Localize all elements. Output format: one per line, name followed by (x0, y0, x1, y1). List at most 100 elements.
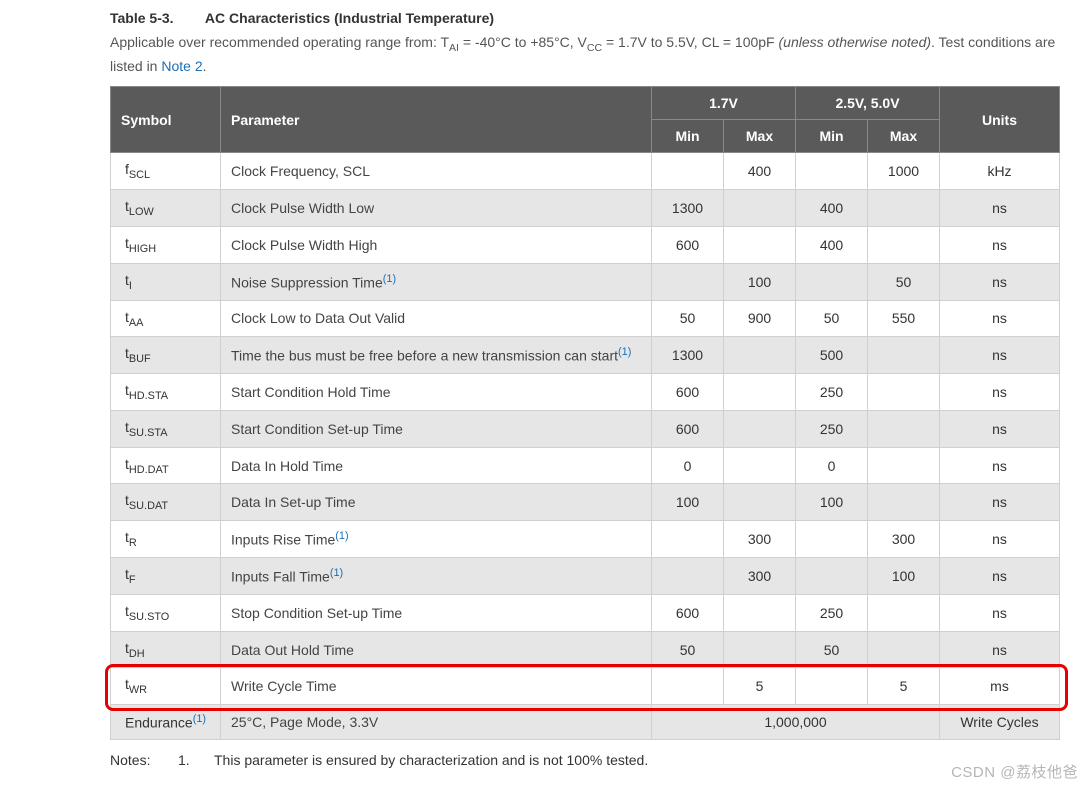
unit-cell: ns (940, 263, 1060, 300)
value-cell (724, 337, 796, 374)
value-cell: 1,000,000 (652, 705, 940, 740)
table-row: tDHData Out Hold Time5050ns (111, 631, 1060, 668)
value-cell: 1000 (868, 153, 940, 190)
table-row: tAAClock Low to Data Out Valid5090050550… (111, 300, 1060, 337)
value-cell: 600 (652, 226, 724, 263)
parameter-cell: Data In Set-up Time (221, 484, 652, 521)
table-title: Table 5-3. AC Characteristics (Industria… (110, 10, 1060, 26)
footnote-ref[interactable]: (1) (618, 346, 631, 358)
footnote-ref[interactable]: (1) (193, 713, 206, 725)
table-number: Table 5-3. (110, 10, 174, 26)
value-cell: 500 (796, 337, 868, 374)
table-row: tSU.STOStop Condition Set-up Time600250n… (111, 594, 1060, 631)
parameter-cell: Inputs Fall Time(1) (221, 558, 652, 595)
col-max1: Max (724, 120, 796, 153)
col-symbol: Symbol (111, 87, 221, 153)
value-cell: 100 (652, 484, 724, 521)
parameter-cell: Data Out Hold Time (221, 631, 652, 668)
table-row: tRInputs Rise Time(1)300300ns (111, 521, 1060, 558)
col-group-2v5-5v0: 2.5V, 5.0V (796, 87, 940, 120)
footnote-ref[interactable]: (1) (383, 273, 396, 285)
table-row: tSU.DATData In Set-up Time100100ns (111, 484, 1060, 521)
value-cell: 550 (868, 300, 940, 337)
value-cell (652, 558, 724, 595)
value-cell: 1300 (652, 190, 724, 227)
value-cell (868, 190, 940, 227)
value-cell: 100 (796, 484, 868, 521)
symbol-cell: tHD.DAT (111, 447, 221, 484)
value-cell (724, 631, 796, 668)
parameter-cell: Inputs Rise Time(1) (221, 521, 652, 558)
notes-text: This parameter is ensured by characteriz… (214, 752, 648, 768)
parameter-cell: Stop Condition Set-up Time (221, 594, 652, 631)
footnote-ref[interactable]: (1) (330, 567, 343, 579)
symbol-cell: tSU.DAT (111, 484, 221, 521)
footnote-ref[interactable]: (1) (335, 530, 348, 542)
value-cell (796, 521, 868, 558)
table-row: tSU.STAStart Condition Set-up Time600250… (111, 410, 1060, 447)
symbol-cell: tDH (111, 631, 221, 668)
parameter-cell: Write Cycle Time (221, 668, 652, 705)
value-cell (868, 447, 940, 484)
col-min1: Min (652, 120, 724, 153)
symbol-cell: tR (111, 521, 221, 558)
value-cell: 50 (652, 631, 724, 668)
symbol-cell: tWR (111, 668, 221, 705)
value-cell (796, 263, 868, 300)
col-group-1v7: 1.7V (652, 87, 796, 120)
value-cell (868, 484, 940, 521)
value-cell: 400 (796, 190, 868, 227)
parameter-cell: Start Condition Hold Time (221, 374, 652, 411)
value-cell: 400 (796, 226, 868, 263)
unit-cell: ns (940, 410, 1060, 447)
value-cell (724, 410, 796, 447)
value-cell (724, 484, 796, 521)
symbol-cell: tHIGH (111, 226, 221, 263)
table-row: tHD.STAStart Condition Hold Time600250ns (111, 374, 1060, 411)
parameter-cell: Data In Hold Time (221, 447, 652, 484)
value-cell (652, 263, 724, 300)
symbol-cell: tF (111, 558, 221, 595)
symbol-cell: tSU.STA (111, 410, 221, 447)
symbol-cell: fSCL (111, 153, 221, 190)
unit-cell: ns (940, 190, 1060, 227)
value-cell (652, 153, 724, 190)
parameter-cell: Noise Suppression Time(1) (221, 263, 652, 300)
value-cell (868, 594, 940, 631)
notes-section: Notes: 1. This parameter is ensured by c… (110, 752, 1060, 768)
value-cell: 50 (868, 263, 940, 300)
value-cell (796, 668, 868, 705)
table-row: fSCLClock Frequency, SCL4001000kHz (111, 153, 1060, 190)
value-cell: 300 (868, 521, 940, 558)
value-cell: 50 (652, 300, 724, 337)
unit-cell: ms (940, 668, 1060, 705)
value-cell: 300 (724, 521, 796, 558)
value-cell (868, 226, 940, 263)
value-cell: 1300 (652, 337, 724, 374)
symbol-cell: tAA (111, 300, 221, 337)
value-cell: 600 (652, 374, 724, 411)
parameter-cell: Time the bus must be free before a new t… (221, 337, 652, 374)
table-row: tWRWrite Cycle Time55ms (111, 668, 1060, 705)
unit-cell: ns (940, 374, 1060, 411)
unit-cell: ns (940, 226, 1060, 263)
unit-cell: ns (940, 594, 1060, 631)
unit-cell: Write Cycles (940, 705, 1060, 740)
value-cell (868, 337, 940, 374)
ac-characteristics-table: Symbol Parameter 1.7V 2.5V, 5.0V Units M… (110, 86, 1060, 740)
value-cell (652, 521, 724, 558)
col-units: Units (940, 87, 1060, 153)
value-cell (724, 594, 796, 631)
symbol-cell: tI (111, 263, 221, 300)
note-link[interactable]: Note 2 (161, 58, 202, 74)
table-row: tFInputs Fall Time(1)300100ns (111, 558, 1060, 595)
symbol-cell: tSU.STO (111, 594, 221, 631)
table-row: tBUFTime the bus must be free before a n… (111, 337, 1060, 374)
table-caption: Applicable over recommended operating ra… (110, 32, 1060, 76)
value-cell (724, 190, 796, 227)
unit-cell: ns (940, 631, 1060, 668)
notes-label: Notes: (110, 752, 160, 768)
value-cell: 0 (652, 447, 724, 484)
value-cell: 100 (868, 558, 940, 595)
value-cell: 5 (724, 668, 796, 705)
